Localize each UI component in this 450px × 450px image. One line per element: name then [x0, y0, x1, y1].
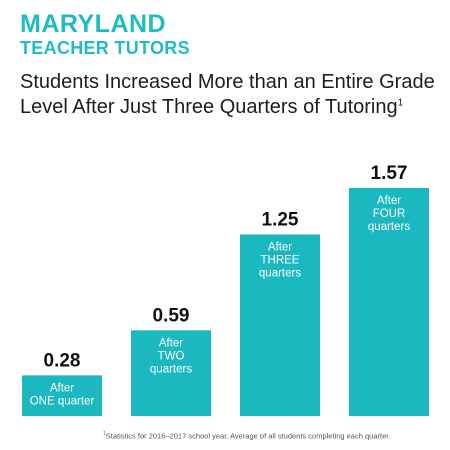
category-label-2-line-1: After — [159, 337, 183, 349]
brand-logo: MARYLAND TEACHER TUTORS — [20, 10, 190, 58]
category-label-3-line-1: After — [268, 241, 292, 253]
title-footnote-marker: 1 — [397, 97, 404, 109]
value-label-3: 1.25 — [262, 209, 299, 230]
bar-3 — [240, 234, 320, 416]
chart-title: Students Increased More than an Entire G… — [20, 70, 440, 120]
category-label-1-line-2: ONE quarter — [30, 395, 95, 407]
category-label-2-line-3: quarters — [150, 363, 192, 375]
footnote: 1Statistics for 2016–2017 school year. A… — [103, 431, 390, 441]
bar-2 — [131, 330, 211, 416]
value-label-4: 1.57 — [371, 163, 408, 184]
category-label-4-line-3: quarters — [368, 221, 410, 233]
category-label-2-line-2: TWO — [158, 350, 185, 362]
category-label-4-line-1: After — [377, 195, 401, 207]
chart-title-text: Students Increased More than an Entire G… — [20, 71, 435, 118]
category-label-4-line-2: FOUR — [373, 208, 406, 220]
category-label-3-line-3: quarters — [259, 267, 301, 279]
value-label-2: 0.59 — [153, 305, 190, 326]
brand-line-2: TEACHER TUTORS — [20, 38, 190, 58]
footnote-text: Statistics for 2016–2017 school year. Av… — [105, 431, 391, 441]
bar-4 — [349, 188, 429, 416]
category-label-1-line-1: After — [50, 382, 74, 394]
category-label-3-line-2: THREE — [261, 254, 300, 266]
footnote-marker: 1 — [103, 431, 106, 437]
bar-1 — [22, 375, 102, 416]
value-label-1: 0.28 — [44, 350, 81, 371]
brand-line-1: MARYLAND — [20, 10, 167, 38]
